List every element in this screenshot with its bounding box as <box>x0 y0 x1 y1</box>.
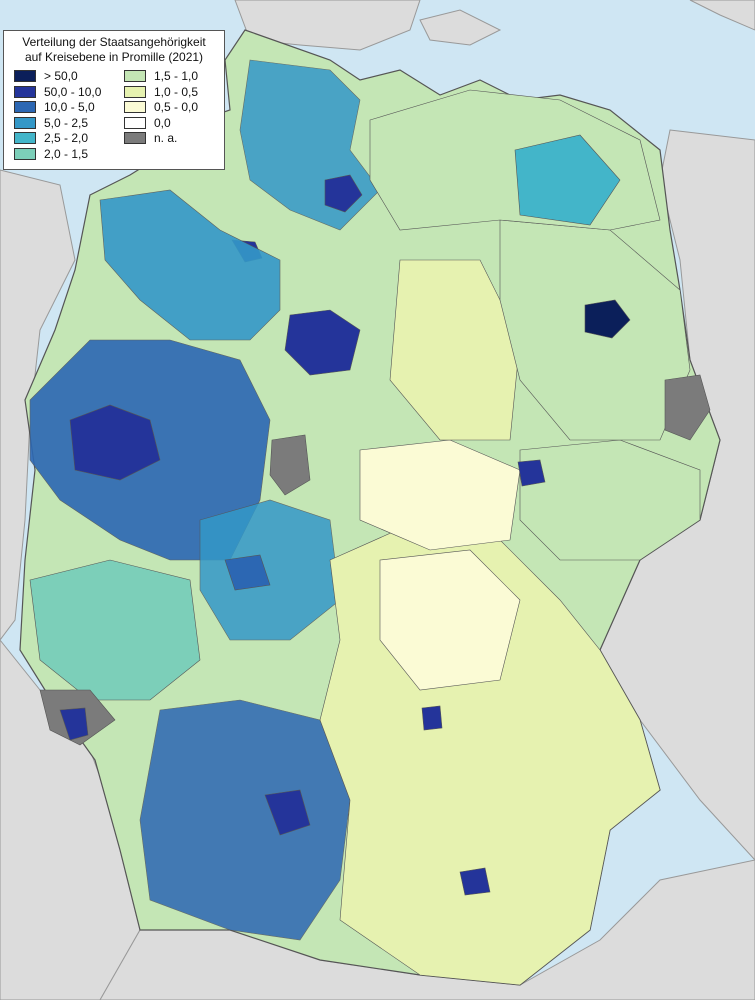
island-north-east <box>419 9 502 46</box>
region-ruhr <box>69 404 161 481</box>
region-berlin <box>584 299 631 339</box>
region-saarbruecken <box>59 707 89 741</box>
legend-label: 2,5 - 2,0 <box>44 131 89 145</box>
legend-label: 1,5 - 1,0 <box>154 69 199 83</box>
region-mecklenburg-mid <box>514 134 621 226</box>
legend-label: 10,0 - 5,0 <box>44 100 95 114</box>
map-legend: Verteilung der Staatsangehörigkeit auf K… <box>3 30 225 170</box>
region-cottbus-na <box>664 374 711 441</box>
region-baden-wuerttemberg <box>139 699 351 941</box>
legend-swatch <box>14 116 36 129</box>
legend-label: 0,0 <box>154 115 171 130</box>
legend-label: 1,0 - 0,5 <box>154 84 199 99</box>
region-muenchen <box>459 867 491 896</box>
island-scandinavia <box>689 0 755 31</box>
region-frankfurt <box>224 554 271 591</box>
region-nuernberg <box>421 705 443 731</box>
legend-swatch <box>124 132 146 144</box>
region-hannover <box>284 309 361 376</box>
region-kassel-na <box>269 434 311 496</box>
legend-swatch <box>14 147 36 160</box>
region-leipzig <box>517 459 546 487</box>
legend-label: > 50,0 <box>44 69 78 83</box>
region-sachsen <box>519 439 701 561</box>
legend-label: 2,0 - 1,5 <box>44 146 89 161</box>
legend-label: n. a. <box>154 131 178 145</box>
region-hamburg <box>324 174 363 213</box>
region-rheinland-pfalz <box>29 559 201 701</box>
legend-title: Verteilung der Staatsangehörigkeit auf K… <box>4 31 224 65</box>
legend-swatch <box>124 116 146 129</box>
legend-label: 5,0 - 2,5 <box>44 115 89 130</box>
legend-title-line2: auf Kreisebene in Promille (2021) <box>24 50 204 64</box>
legend-swatch <box>124 70 146 82</box>
legend-title-line1: Verteilung der Staatsangehörigkeit <box>22 35 206 49</box>
legend-swatch <box>14 70 36 82</box>
region-niedersachsen-west <box>99 189 281 341</box>
legend-label: 50,0 - 10,0 <box>44 84 102 99</box>
legend-swatch <box>124 85 146 98</box>
legend-swatch <box>124 101 146 113</box>
legend-label: 0,5 - 0,0 <box>154 100 199 114</box>
region-hessen <box>199 499 341 641</box>
region-sachsen-anhalt <box>389 259 521 441</box>
region-stuttgart <box>264 789 311 836</box>
legend-swatch <box>14 101 36 113</box>
legend-swatch <box>14 132 36 144</box>
legend-swatch <box>14 85 36 98</box>
region-franken-pale <box>379 549 521 691</box>
